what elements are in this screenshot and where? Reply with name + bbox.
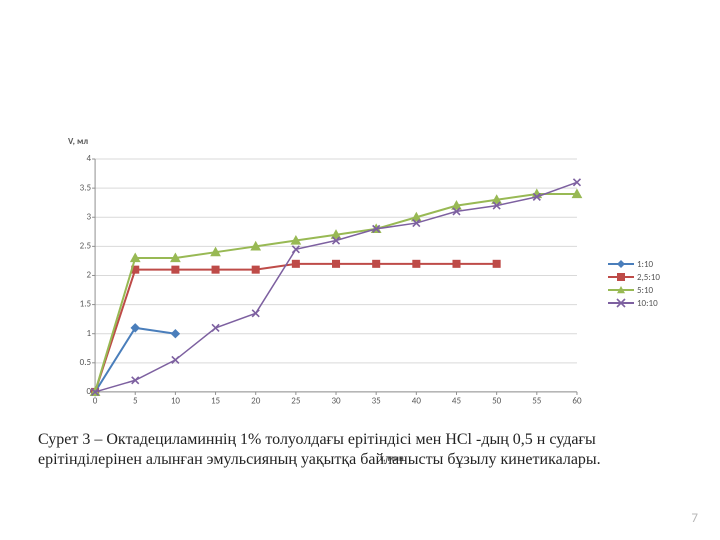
legend-label: 10:10	[637, 298, 658, 309]
legend-item: 10:10	[608, 297, 660, 309]
series-5:10	[91, 189, 582, 395]
svg-text:2.5: 2.5	[80, 241, 92, 252]
legend-item: 1:10	[608, 258, 660, 270]
legend-item: 2,5:10	[608, 271, 660, 283]
svg-text:30: 30	[331, 395, 341, 406]
legend: 1:10 2,5:10 5:10 10:10	[608, 258, 660, 310]
svg-text:1.5: 1.5	[80, 299, 92, 310]
svg-text:5: 5	[133, 395, 138, 406]
svg-text:20: 20	[251, 395, 261, 406]
svg-text:10: 10	[171, 395, 181, 406]
legend-item: 5:10	[608, 284, 660, 296]
svg-text:0.5: 0.5	[80, 357, 92, 368]
figure-caption: Сурет 3 – Октадециламиннің 1% толуолдағы…	[38, 430, 688, 470]
svg-text:0: 0	[93, 395, 98, 406]
svg-text:3: 3	[86, 211, 91, 222]
legend-label: 1:10	[637, 259, 653, 270]
svg-text:4: 4	[86, 153, 91, 164]
svg-text:60: 60	[572, 395, 582, 406]
svg-text:40: 40	[412, 395, 422, 406]
legend-label: 5:10	[637, 285, 653, 296]
page-number: 7	[691, 511, 698, 526]
chart-area: 00.511.522.533.5405101520253035404550556…	[70, 155, 590, 410]
legend-label: 2,5:10	[637, 272, 660, 283]
svg-text:35: 35	[372, 395, 382, 406]
svg-text:50: 50	[492, 395, 502, 406]
y-axis-label: V, мл	[68, 136, 88, 147]
svg-text:45: 45	[452, 395, 462, 406]
svg-text:1: 1	[86, 328, 91, 339]
svg-text:15: 15	[211, 395, 221, 406]
series-2,5:10	[92, 260, 501, 395]
svg-text:55: 55	[532, 395, 542, 406]
svg-text:2: 2	[86, 270, 91, 281]
svg-text:25: 25	[291, 395, 301, 406]
svg-text:3.5: 3.5	[80, 182, 92, 193]
